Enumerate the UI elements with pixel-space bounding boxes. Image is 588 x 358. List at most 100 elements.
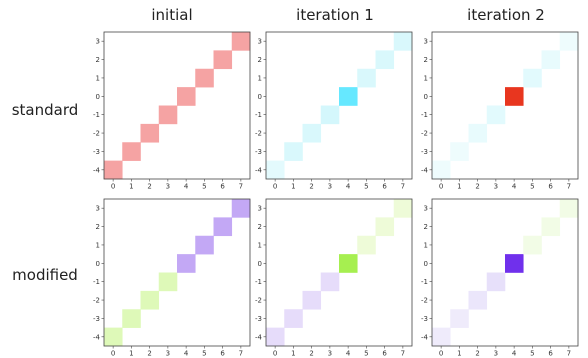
- heatmap-cell: [393, 32, 413, 51]
- x-tick-label: 7: [567, 183, 571, 191]
- x-tick-label: 4: [346, 350, 351, 358]
- heatmap-cell: [357, 68, 376, 88]
- panel-modified-initial: 0 1 2 3 4 5 6 7 3 2 1 0 -1 -2 -3 -4: [93, 198, 251, 358]
- heatmap-cell: [122, 309, 141, 328]
- heatmap-cell: [505, 254, 524, 273]
- y-tick-label: 0: [96, 260, 100, 268]
- y-tick-label: -3: [421, 148, 428, 156]
- y-tick-label: -2: [93, 130, 100, 138]
- y-tick-label: 2: [424, 56, 428, 64]
- heatmap-cell: [284, 309, 303, 328]
- x-tick-label: 0: [439, 183, 443, 191]
- y-tick-label: -2: [421, 297, 428, 305]
- y-tick-label: 0: [258, 260, 262, 268]
- heatmap-cell: [140, 123, 160, 143]
- x-tick-label: 5: [202, 183, 206, 191]
- panel-frame: [431, 31, 579, 180]
- y-tick-label: -4: [255, 166, 263, 174]
- heatmap-cell: [266, 160, 285, 180]
- heatmap-cell: [213, 50, 233, 70]
- y-tick-label: -1: [93, 111, 100, 119]
- heatmap-cell: [393, 199, 413, 218]
- heatmap-cell: [231, 32, 251, 51]
- panel-standard-initial: 0 1 2 3 4 5 6 7 3 2 1 0 -1 -2 -3 -4: [93, 31, 251, 191]
- x-tick-label: 0: [439, 350, 443, 358]
- y-tick-label: 0: [424, 260, 428, 268]
- y-tick-label: 2: [258, 223, 262, 231]
- x-tick-label: 2: [309, 183, 313, 191]
- x-tick-label: 5: [364, 183, 368, 191]
- heatmap-cell: [158, 105, 178, 125]
- y-tick-label: -1: [255, 111, 262, 119]
- heatmap-cell: [541, 50, 561, 70]
- heatmap-cell: [450, 142, 469, 161]
- y-tick-label: -2: [255, 130, 262, 138]
- x-tick-label: 3: [328, 183, 332, 191]
- row-label-modified: modified: [12, 266, 78, 284]
- heatmap-cell: [104, 160, 123, 180]
- panel-standard-iteration-2: 0 1 2 3 4 5 6 7 3 2 1 0 -1 -2 -3 -4: [421, 31, 579, 191]
- y-tick-label: 3: [258, 205, 262, 213]
- x-tick-label: 5: [530, 350, 534, 358]
- x-tick-label: 7: [401, 183, 405, 191]
- y-tick-label: 3: [96, 205, 100, 213]
- column-title-iteration-1: iteration 1: [296, 6, 374, 24]
- y-tick-label: -1: [255, 278, 262, 286]
- x-tick-label: 2: [147, 183, 151, 191]
- y-tick-label: -3: [93, 315, 100, 323]
- heatmap-cell: [339, 254, 358, 273]
- panel-frame: [103, 31, 251, 180]
- y-tick-label: 1: [258, 241, 262, 249]
- x-tick-label: 1: [129, 350, 133, 358]
- panel-modified-iteration-2: 0 1 2 3 4 5 6 7 3 2 1 0 -1 -2 -3 -4: [421, 198, 579, 358]
- panel-frame: [265, 198, 413, 347]
- x-tick-label: 5: [364, 350, 368, 358]
- y-tick-label: -3: [421, 315, 428, 323]
- heatmap-cell: [177, 254, 196, 273]
- y-tick-label: -1: [421, 111, 428, 119]
- panel-modified-iteration-1: 0 1 2 3 4 5 6 7 3 2 1 0 -1 -2 -3 -4: [255, 198, 413, 358]
- x-tick-label: 3: [328, 350, 332, 358]
- x-tick-label: 1: [129, 183, 133, 191]
- y-tick-label: 1: [424, 241, 428, 249]
- x-tick-label: 7: [239, 183, 243, 191]
- heatmap-cell: [468, 290, 488, 310]
- x-tick-label: 7: [567, 350, 571, 358]
- heatmap-cell: [213, 217, 233, 237]
- x-tick-label: 6: [382, 350, 387, 358]
- heatmap-cell: [486, 105, 506, 125]
- y-tick-label: -2: [93, 297, 100, 305]
- y-tick-label: 1: [258, 74, 262, 82]
- heatmap-cell: [122, 142, 141, 161]
- x-tick-label: 3: [166, 350, 170, 358]
- y-tick-label: -4: [93, 333, 101, 341]
- x-tick-label: 3: [166, 183, 170, 191]
- y-tick-label: -2: [255, 297, 262, 305]
- x-tick-label: 4: [184, 183, 189, 191]
- x-tick-label: 4: [346, 183, 351, 191]
- heatmap-cell: [339, 87, 358, 106]
- y-tick-label: 1: [424, 74, 428, 82]
- panel-frame: [431, 198, 579, 347]
- x-tick-label: 4: [512, 183, 517, 191]
- heatmap-cell: [195, 68, 214, 88]
- heatmap-cell: [486, 272, 506, 292]
- x-tick-label: 1: [291, 183, 295, 191]
- y-tick-label: 2: [424, 223, 428, 231]
- y-tick-label: -4: [421, 166, 429, 174]
- x-tick-label: 0: [273, 183, 277, 191]
- y-tick-label: -3: [255, 148, 262, 156]
- x-tick-label: 6: [220, 183, 225, 191]
- y-tick-label: 2: [96, 223, 100, 231]
- heatmap-cell: [357, 235, 376, 255]
- y-tick-label: -4: [421, 333, 429, 341]
- heatmap-cell: [505, 87, 524, 106]
- x-tick-label: 7: [401, 350, 405, 358]
- y-tick-label: 3: [96, 38, 100, 46]
- x-tick-label: 1: [457, 350, 461, 358]
- x-tick-label: 1: [291, 350, 295, 358]
- heatmap-cell: [231, 199, 251, 218]
- x-tick-label: 6: [548, 350, 553, 358]
- y-tick-label: -1: [93, 278, 100, 286]
